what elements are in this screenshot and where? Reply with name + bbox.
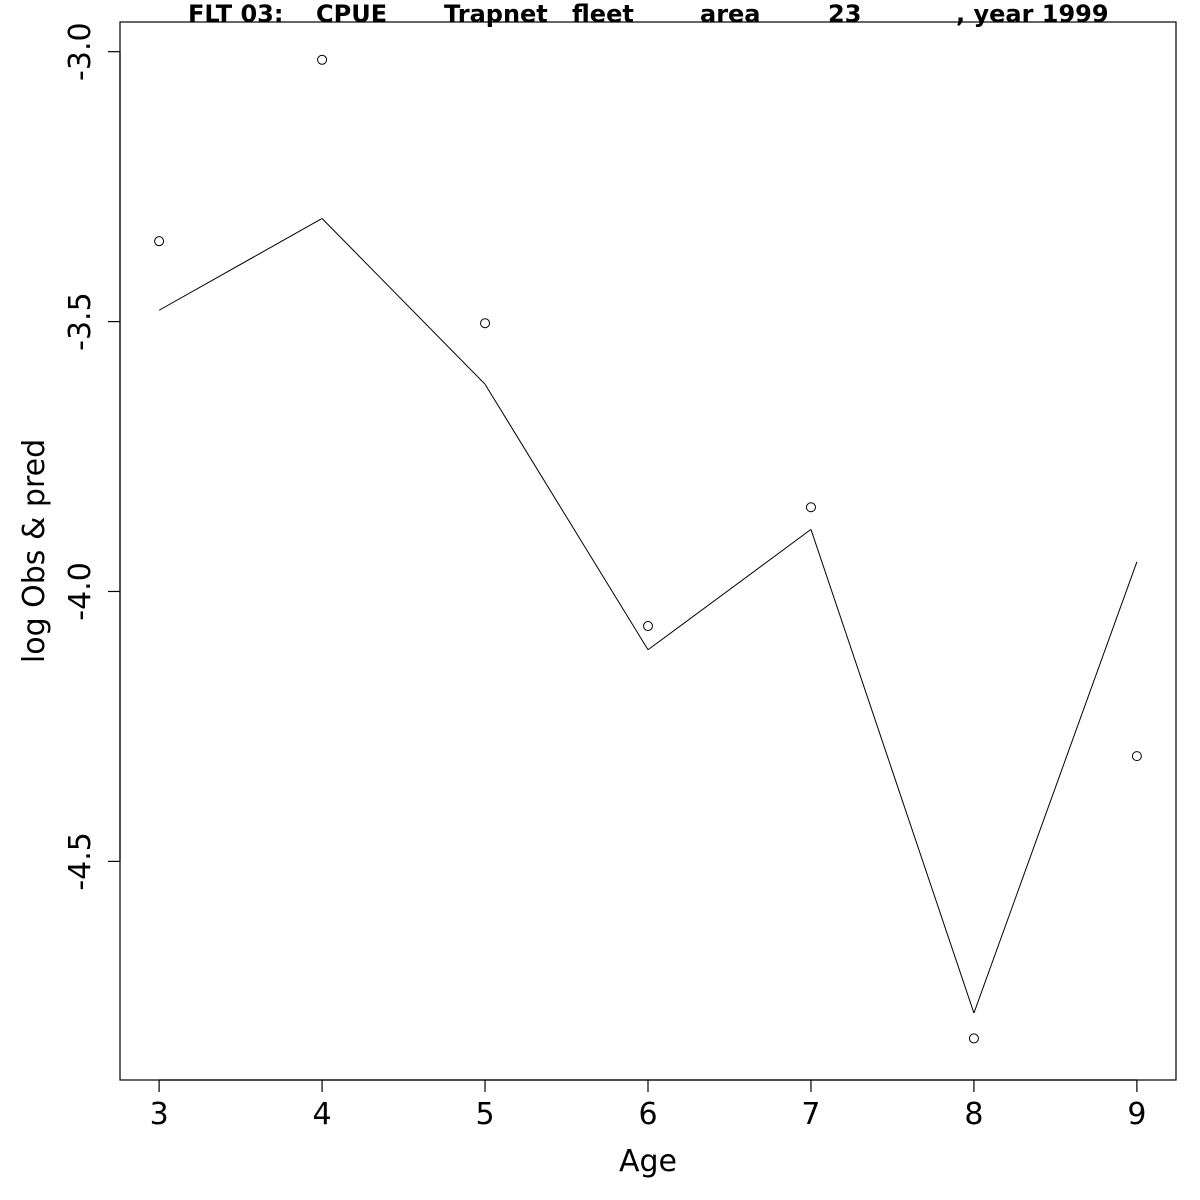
observed-point <box>480 318 491 329</box>
observed-point <box>1131 751 1142 762</box>
title-part-cpue: CPUE <box>316 0 387 28</box>
observed-point <box>317 54 328 65</box>
y-tick-label: -3.5 <box>63 292 98 351</box>
y-tick-label: -4.0 <box>63 562 98 621</box>
observed-point <box>805 502 816 513</box>
predicted-line-segment <box>810 529 975 1014</box>
x-tick-label: 8 <box>964 1097 983 1132</box>
title-part-area-number: 23 <box>828 0 861 28</box>
x-tick-label: 4 <box>313 1097 332 1132</box>
x-tick-label: 9 <box>1127 1097 1146 1132</box>
x-tick-label: 6 <box>638 1097 657 1132</box>
observed-point <box>968 1033 979 1044</box>
y-axis-label: log Obs & pred <box>17 439 52 663</box>
predicted-line-segment <box>484 383 649 651</box>
observed-point <box>643 621 653 632</box>
x-tick-label: 7 <box>801 1097 820 1132</box>
predicted-series <box>158 218 1138 1014</box>
predicted-line-segment <box>321 218 486 385</box>
title-part-area: area <box>700 0 761 28</box>
y-axis: -3.0 -3.5 -4.0 -4.5 <box>63 22 121 891</box>
x-tick-label: 5 <box>475 1097 494 1132</box>
title-part-flt: FLT 03: <box>188 0 283 28</box>
title-part-year: , year 1999 <box>956 0 1109 28</box>
predicted-line-segment <box>973 561 1138 1014</box>
y-tick-label: -4.5 <box>63 832 98 891</box>
title-part-trapnet: Trapnet <box>444 0 548 28</box>
chart-title: FLT 03: CPUE Trapnet fleet area 23 , yea… <box>188 0 1109 28</box>
x-axis-label: Age <box>619 1144 677 1179</box>
y-tick-label: -3.0 <box>63 22 98 81</box>
x-axis: 3 4 5 6 7 8 9 <box>150 1079 1146 1132</box>
observed-series <box>154 54 1142 1044</box>
predicted-line-segment <box>158 218 323 311</box>
predicted-line-segment <box>647 529 812 651</box>
x-tick-label: 3 <box>150 1097 169 1132</box>
title-part-fleet: fleet <box>572 0 634 28</box>
observed-point <box>154 236 165 247</box>
